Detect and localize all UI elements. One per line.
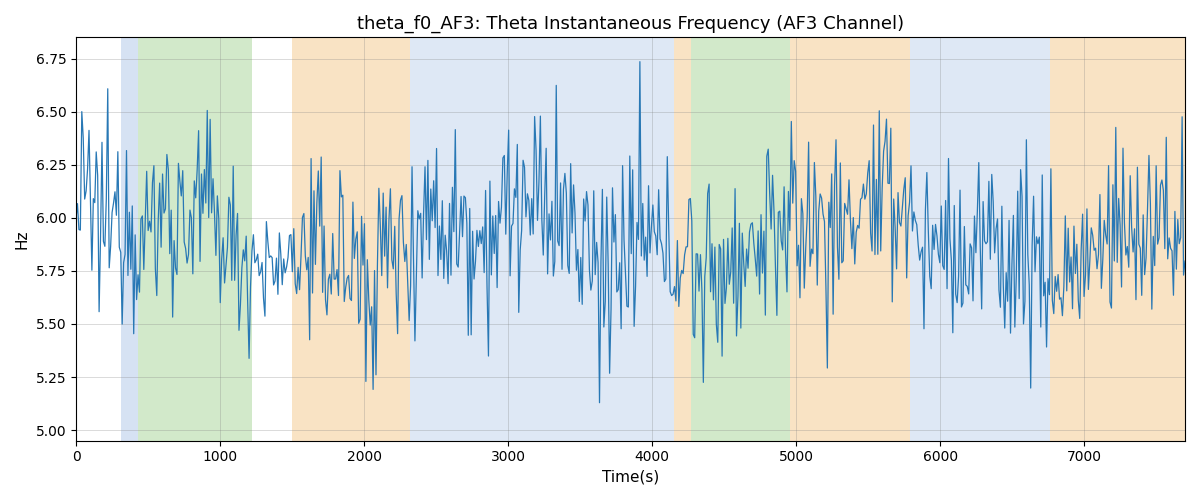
Bar — [1050, 38, 1200, 440]
Bar — [138, 38, 252, 440]
Bar — [121, 38, 138, 440]
X-axis label: Time(s): Time(s) — [602, 470, 659, 485]
Y-axis label: Hz: Hz — [14, 230, 30, 249]
Bar — [691, 38, 791, 440]
Bar — [410, 38, 673, 440]
Bar — [910, 38, 1050, 440]
Bar — [292, 38, 410, 440]
Bar — [791, 38, 910, 440]
Bar — [673, 38, 691, 440]
Title: theta_f0_AF3: Theta Instantaneous Frequency (AF3 Channel): theta_f0_AF3: Theta Instantaneous Freque… — [356, 15, 904, 34]
